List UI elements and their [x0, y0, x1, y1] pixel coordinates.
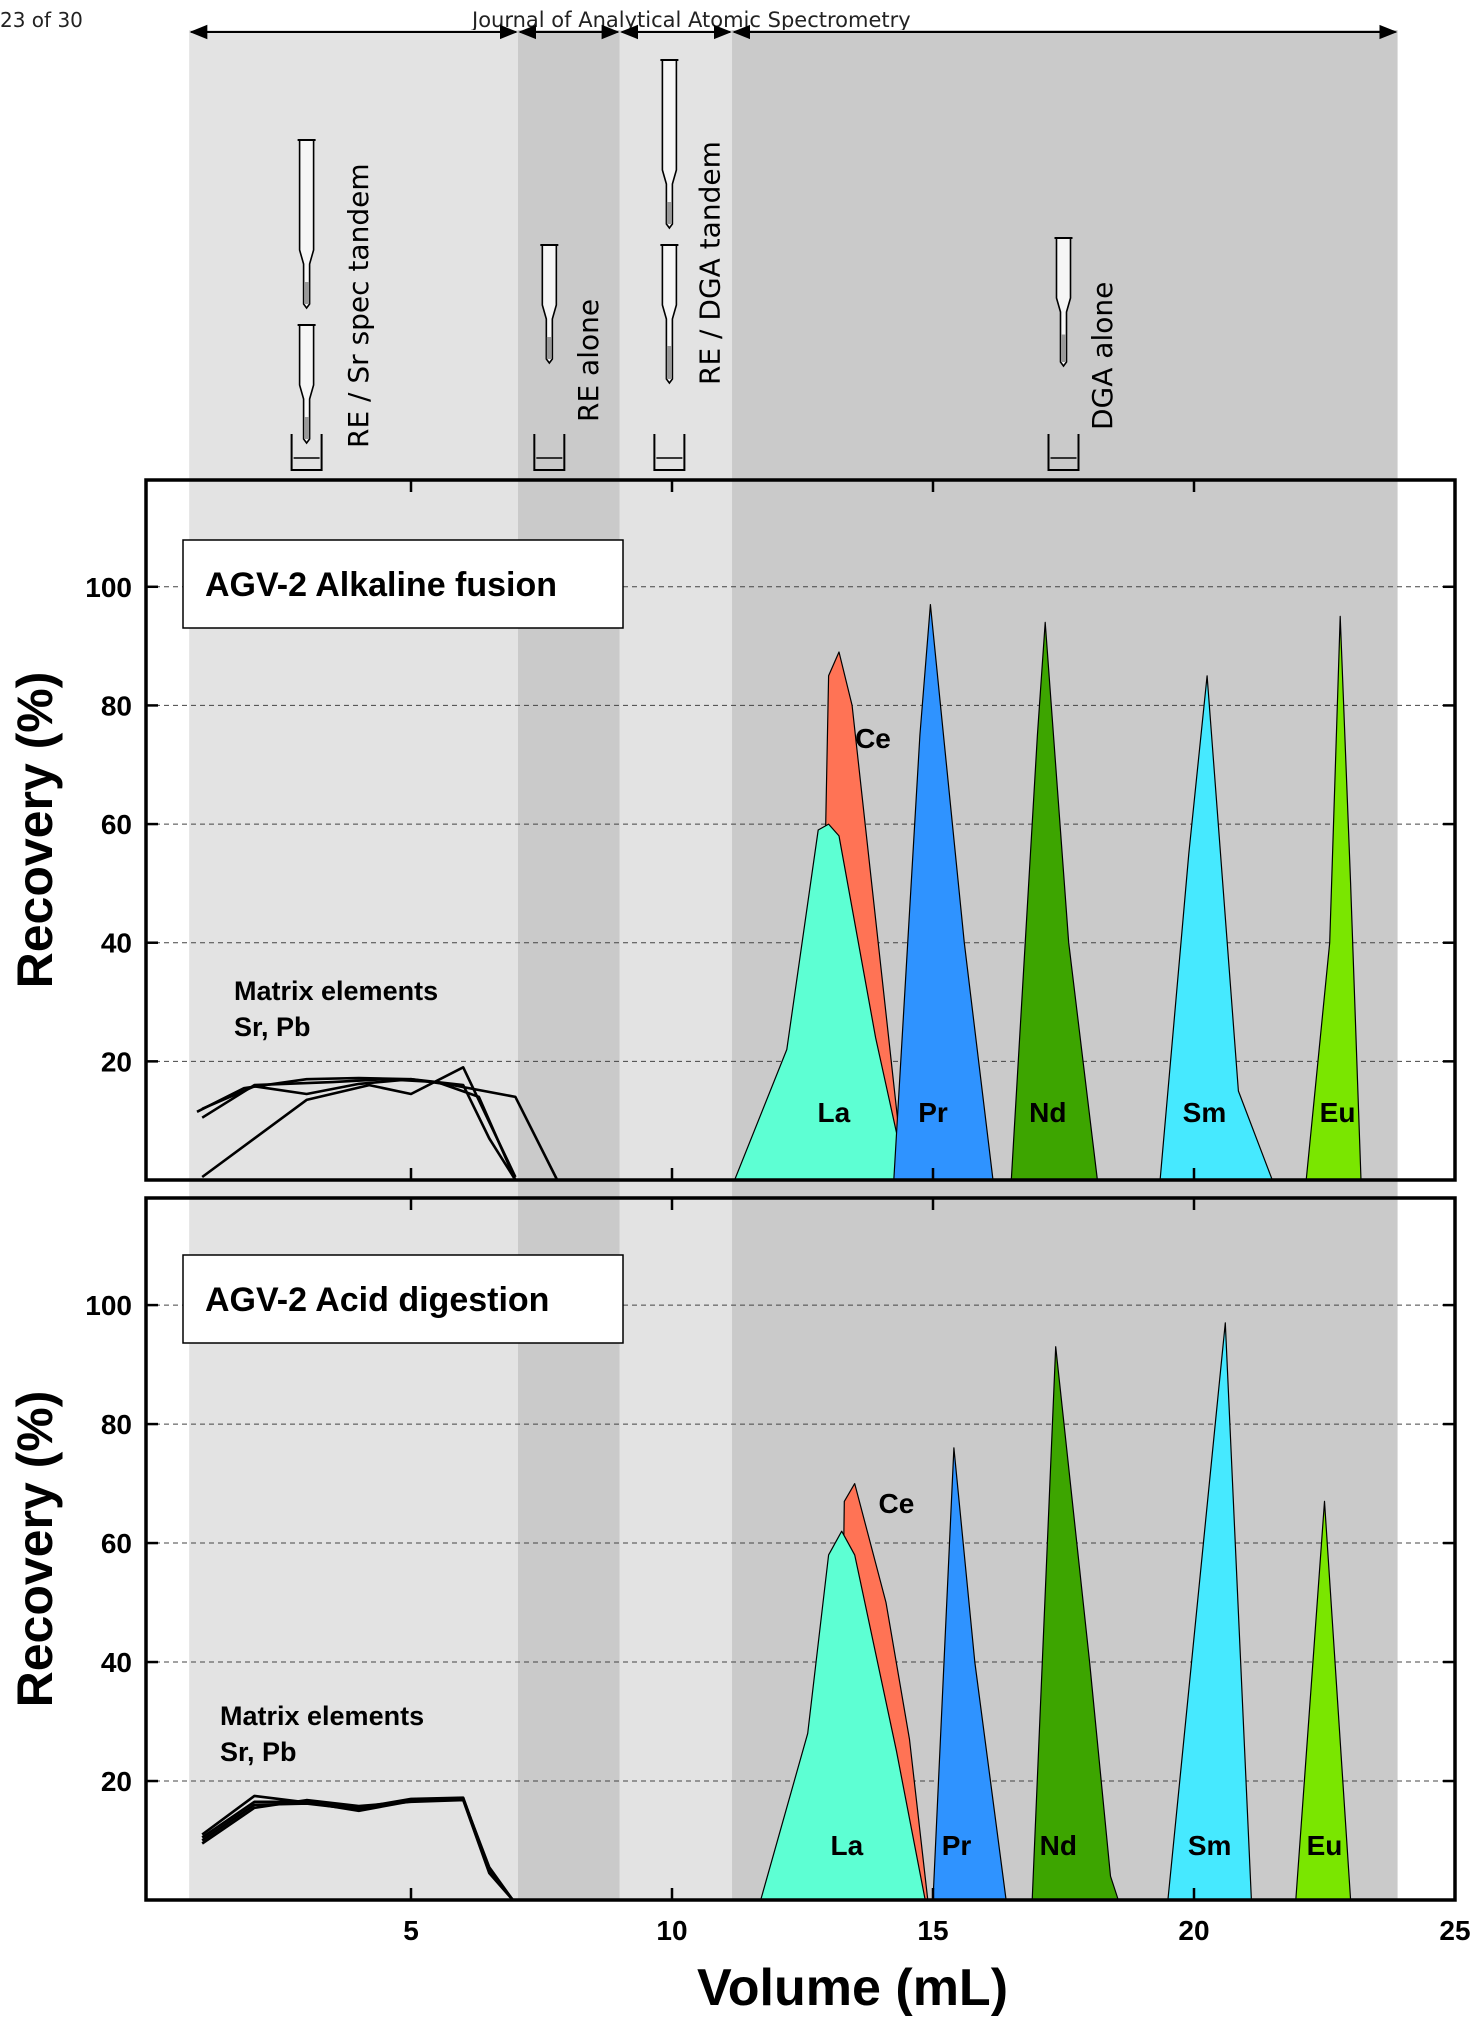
stage-label: RE / DGA tandem [694, 141, 727, 385]
stage-label: DGA alone [1086, 282, 1119, 430]
matrix-line [201, 1077, 517, 1181]
element-label-pr: Pr [918, 1097, 948, 1128]
peak-la [760, 1530, 926, 1901]
y-tick-label: 20 [101, 1046, 132, 1077]
column-icon [297, 324, 316, 445]
column-icon [297, 139, 316, 310]
x-tick-label: 10 [656, 1915, 687, 1946]
x-tick-label: 5 [403, 1915, 419, 1946]
matrix-annotation: Matrix elements [234, 976, 438, 1006]
stage-band-re-dga [619, 30, 733, 1900]
y-tick-label: 60 [101, 809, 132, 840]
y-tick-label: 60 [101, 1528, 132, 1559]
y-tick-label: 100 [85, 572, 132, 603]
element-label-eu: Eu [1320, 1097, 1356, 1128]
beaker-icon [1047, 434, 1080, 471]
column-icon [1054, 237, 1073, 368]
column-icon [540, 244, 559, 365]
column-icon [660, 244, 679, 385]
element-label-nd: Nd [1029, 1097, 1066, 1128]
stage-label: RE / Sr spec tandem [342, 163, 375, 448]
beaker-icon [290, 434, 323, 471]
panel-alkaline-fusion: Ce La Pr Nd Sm Eu Matrix elements Sr, Pb AGV-2 A… [7, 478, 1457, 1182]
matrix-annotation: Matrix elements [220, 1701, 424, 1731]
matrix-annotation: Sr, Pb [234, 1012, 311, 1042]
stage-band-re-sr-spec [189, 30, 519, 1900]
element-label-ce: Ce [879, 1488, 915, 1519]
y-tick-label: 100 [85, 1290, 132, 1321]
matrix-line [201, 1077, 559, 1181]
y-tick-label: 40 [101, 1647, 132, 1678]
page-number: 23 of 30 [0, 8, 83, 32]
element-label-la: La [831, 1830, 864, 1861]
beaker-icon [533, 434, 566, 471]
y-axis-label: Recovery (%) [7, 1391, 63, 1708]
x-axis-label: Volume (mL) [697, 1959, 1008, 2017]
y-tick-label: 40 [101, 928, 132, 959]
y-tick-label: 80 [101, 690, 132, 721]
element-label-la: La [817, 1097, 850, 1128]
panel-frame [144, 478, 1457, 1182]
element-label-ce: Ce [855, 723, 891, 754]
element-label-nd: Nd [1040, 1830, 1077, 1861]
column-icon [660, 59, 679, 230]
x-tick-label: 25 [1439, 1915, 1470, 1946]
matrix-line [201, 1066, 517, 1179]
panel-title: AGV-2 Alkaline fusion [205, 566, 557, 604]
matrix-annotation: Sr, Pb [220, 1737, 297, 1767]
y-tick-label: 20 [101, 1766, 132, 1797]
matrix-line [201, 1794, 514, 1901]
panel-title-box [182, 539, 624, 629]
y-axis-label: Recovery (%) [7, 672, 63, 989]
element-label-sm: Sm [1183, 1097, 1227, 1128]
stage-label: RE alone [572, 299, 605, 422]
stage-band-re-alone [518, 30, 620, 1900]
element-label-sm: Sm [1188, 1830, 1232, 1861]
panel-frame [144, 1196, 1457, 1902]
panel-acid-digestion: Ce La Pr Nd Sm Eu Matrix elements Sr, Pb AGV-2 A… [7, 1196, 1457, 1902]
element-label-eu: Eu [1307, 1830, 1343, 1861]
y-tick-label: 80 [101, 1409, 132, 1440]
panel-title: AGV-2 Acid digestion [205, 1281, 549, 1319]
x-tick-label: 15 [917, 1915, 948, 1946]
x-tick-label: 20 [1178, 1915, 1209, 1946]
beaker-icon [653, 434, 686, 471]
element-label-pr: Pr [942, 1830, 972, 1861]
panel-title-box [182, 1254, 624, 1344]
